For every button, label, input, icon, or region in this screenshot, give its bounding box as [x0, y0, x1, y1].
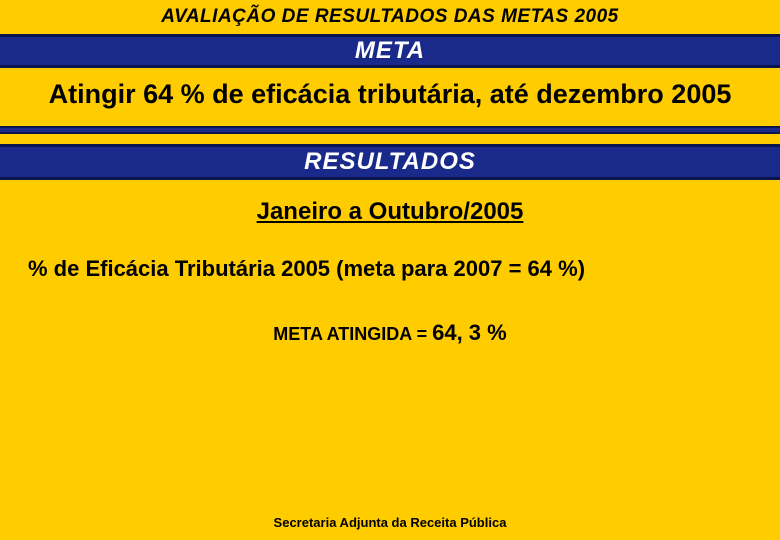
page-title: AVALIAÇÃO DE RESULTADOS DAS METAS 2005 — [0, 0, 780, 28]
section-band-resultados: RESULTADOS — [0, 144, 780, 180]
period-text: Janeiro a Outubro/2005 — [0, 180, 780, 226]
goal-text: Atingir 64 % de eficácia tributária, até… — [0, 68, 780, 126]
result-label: META ATINGIDA = — [273, 324, 432, 344]
divider-bar — [0, 126, 780, 134]
footer-text: Secretaria Adjunta da Receita Pública — [0, 515, 780, 530]
result-line: META ATINGIDA = 64, 3 % — [0, 282, 780, 346]
section-band-meta: META — [0, 34, 780, 68]
result-value: 64, 3 % — [432, 320, 507, 345]
efficacy-line: % de Eficácia Tributária 2005 (meta para… — [0, 226, 780, 282]
